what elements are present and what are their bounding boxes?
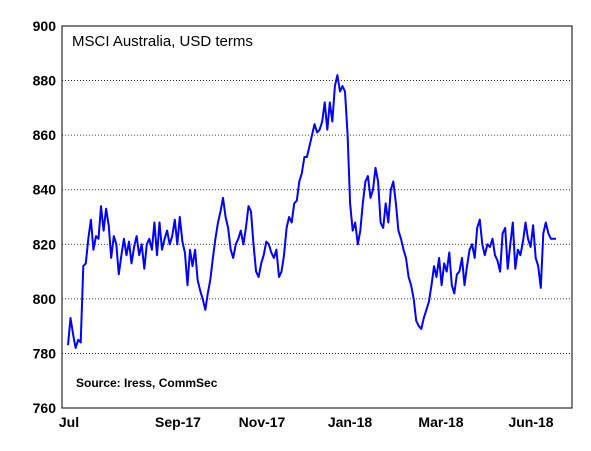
x-tick-label: Mar-18 bbox=[418, 414, 463, 430]
x-tick-label: Nov-17 bbox=[239, 414, 286, 430]
x-tick-label: Jun-18 bbox=[508, 414, 553, 430]
y-axis-ticks: 760 780 800 820 840 860 880 900 bbox=[33, 18, 57, 416]
x-tick-label: Sep-17 bbox=[155, 414, 201, 430]
plot-border bbox=[61, 25, 573, 409]
x-tick-label: Jan-18 bbox=[328, 414, 373, 430]
y-tick-label: 900 bbox=[33, 18, 57, 34]
chart-source: Source: Iress, CommSec bbox=[76, 376, 218, 390]
chart-title: MSCI Australia, USD terms bbox=[72, 33, 253, 50]
y-tick-label: 840 bbox=[33, 182, 57, 198]
y-tick-label: 880 bbox=[33, 73, 57, 89]
gridlines bbox=[62, 80, 572, 354]
y-tick-label: 800 bbox=[33, 291, 57, 307]
x-tick-label: Jul bbox=[59, 414, 79, 430]
series-line bbox=[67, 74, 556, 349]
x-axis-ticks: Jul Sep-17 Nov-17 Jan-18 Mar-18 Jun-18 bbox=[59, 414, 554, 430]
y-tick-label: 780 bbox=[33, 345, 57, 361]
y-tick-label: 820 bbox=[33, 236, 57, 252]
y-tick-label: 860 bbox=[33, 127, 57, 143]
y-tick-label: 760 bbox=[33, 400, 57, 416]
plot-area bbox=[62, 26, 572, 408]
